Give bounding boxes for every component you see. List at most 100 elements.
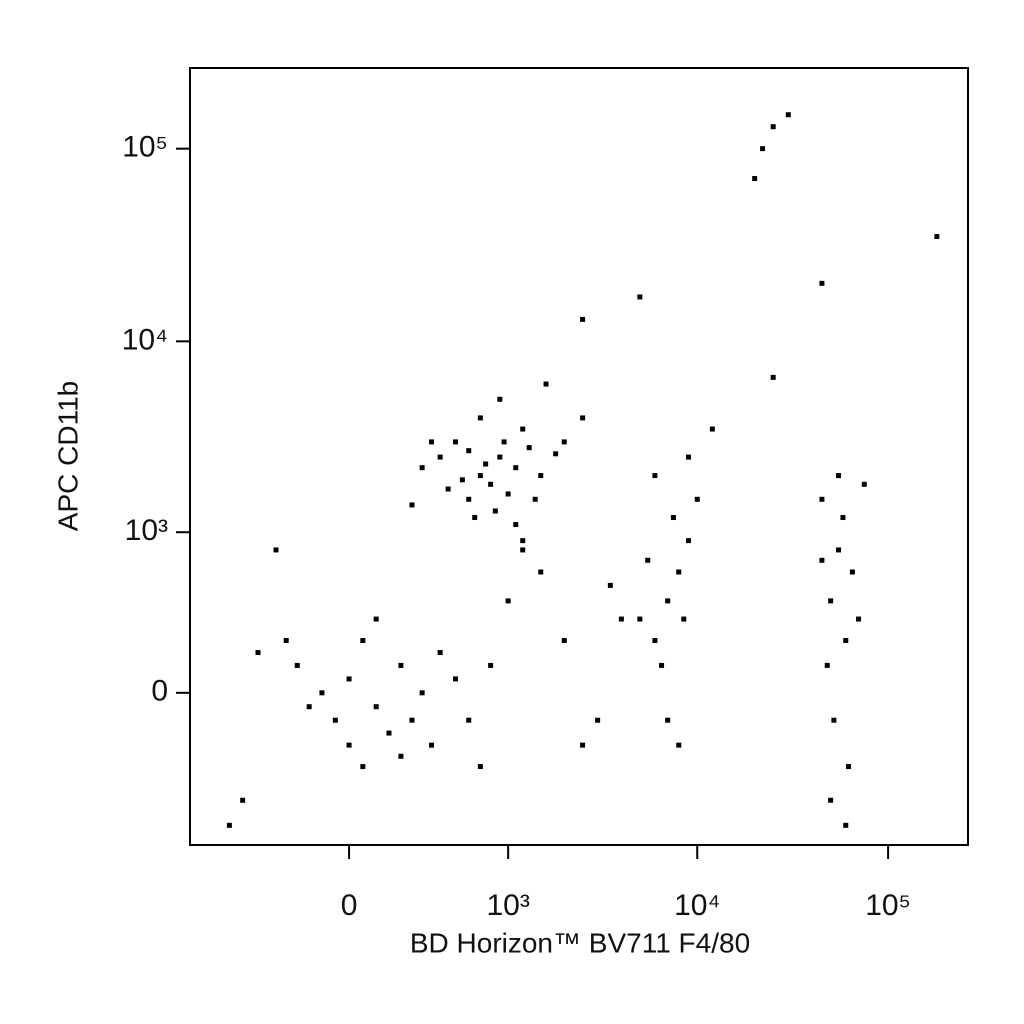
x-tick-label: 10⁵: [865, 889, 911, 922]
dot: [856, 616, 862, 622]
dot: [360, 764, 366, 770]
dot: [553, 451, 559, 457]
dot: [561, 638, 567, 644]
dot: [373, 616, 379, 622]
dot: [429, 742, 435, 748]
dot: [409, 502, 415, 508]
x-axis-label: BD Horizon™ BV711 F4/80: [410, 927, 750, 958]
dot: [849, 569, 855, 575]
dot: [709, 426, 715, 432]
dot: [466, 448, 472, 454]
dot: [346, 676, 352, 682]
dot: [760, 146, 766, 152]
dot: [543, 381, 549, 387]
dot: [934, 234, 940, 240]
dot: [561, 439, 567, 445]
x-tick-label: 10³: [486, 889, 529, 922]
dot: [453, 439, 459, 445]
dot: [497, 454, 503, 460]
dot: [752, 176, 758, 182]
x-tick-label: 10⁴: [674, 889, 720, 922]
dot: [386, 730, 392, 736]
dot: [819, 496, 825, 502]
dot: [836, 473, 842, 479]
dot: [694, 496, 700, 502]
dot: [686, 454, 692, 460]
dot: [273, 547, 279, 553]
dot: [618, 616, 624, 622]
dot: [306, 704, 312, 710]
dot: [676, 569, 682, 575]
dot: [505, 598, 511, 604]
dot: [360, 638, 366, 644]
x-tick-label: 0: [341, 889, 358, 922]
dot: [828, 598, 834, 604]
y-axis-label: APC CD11b: [52, 381, 83, 531]
dot: [520, 538, 526, 544]
dot: [459, 477, 465, 483]
dot: [226, 822, 232, 828]
dot: [346, 742, 352, 748]
dot: [283, 638, 289, 644]
dot: [645, 557, 651, 563]
dot: [652, 473, 658, 479]
dot: [513, 522, 519, 528]
y-tick-label: 10⁴: [122, 323, 168, 356]
dot: [770, 374, 776, 380]
dot: [843, 638, 849, 644]
dot: [492, 508, 498, 514]
dot: [538, 569, 544, 575]
dot: [466, 717, 472, 723]
dot: [665, 598, 671, 604]
dot: [488, 662, 494, 668]
dot: [477, 473, 483, 479]
dot: [409, 717, 415, 723]
dot: [445, 486, 451, 492]
dot: [477, 764, 483, 770]
y-tick-label: 10⁵: [122, 131, 168, 164]
dot: [526, 445, 532, 451]
dot: [472, 515, 478, 521]
dot: [520, 547, 526, 553]
dot: [538, 473, 544, 479]
dot: [520, 426, 526, 432]
dot: [652, 638, 658, 644]
dot: [419, 690, 425, 696]
dot: [294, 662, 300, 668]
dot: [453, 676, 459, 682]
dot: [419, 465, 425, 471]
dot: [819, 557, 825, 563]
dot: [488, 481, 494, 487]
dot: [637, 616, 643, 622]
y-tick-label: 10³: [125, 514, 168, 547]
plot-frame: [189, 67, 969, 846]
dot: [429, 439, 435, 445]
dot: [665, 717, 671, 723]
dot: [332, 717, 338, 723]
dot: [676, 742, 682, 748]
dot: [255, 650, 261, 656]
dot: [580, 742, 586, 748]
dot: [770, 124, 776, 130]
dot: [532, 496, 538, 502]
dot: [398, 753, 404, 759]
dot: [466, 496, 472, 502]
dot: [819, 280, 825, 286]
dot: [483, 461, 489, 467]
dot: [686, 538, 692, 544]
dot: [637, 294, 643, 300]
dot: [501, 439, 507, 445]
dot: [836, 547, 842, 553]
dot: [240, 797, 246, 803]
dot: [373, 704, 379, 710]
dot: [828, 797, 834, 803]
dot: [437, 650, 443, 656]
dot: [398, 662, 404, 668]
dot: [319, 690, 325, 696]
dot: [513, 465, 519, 471]
y-tick-label: 0: [151, 675, 168, 708]
dot: [497, 396, 503, 402]
dot: [681, 616, 687, 622]
